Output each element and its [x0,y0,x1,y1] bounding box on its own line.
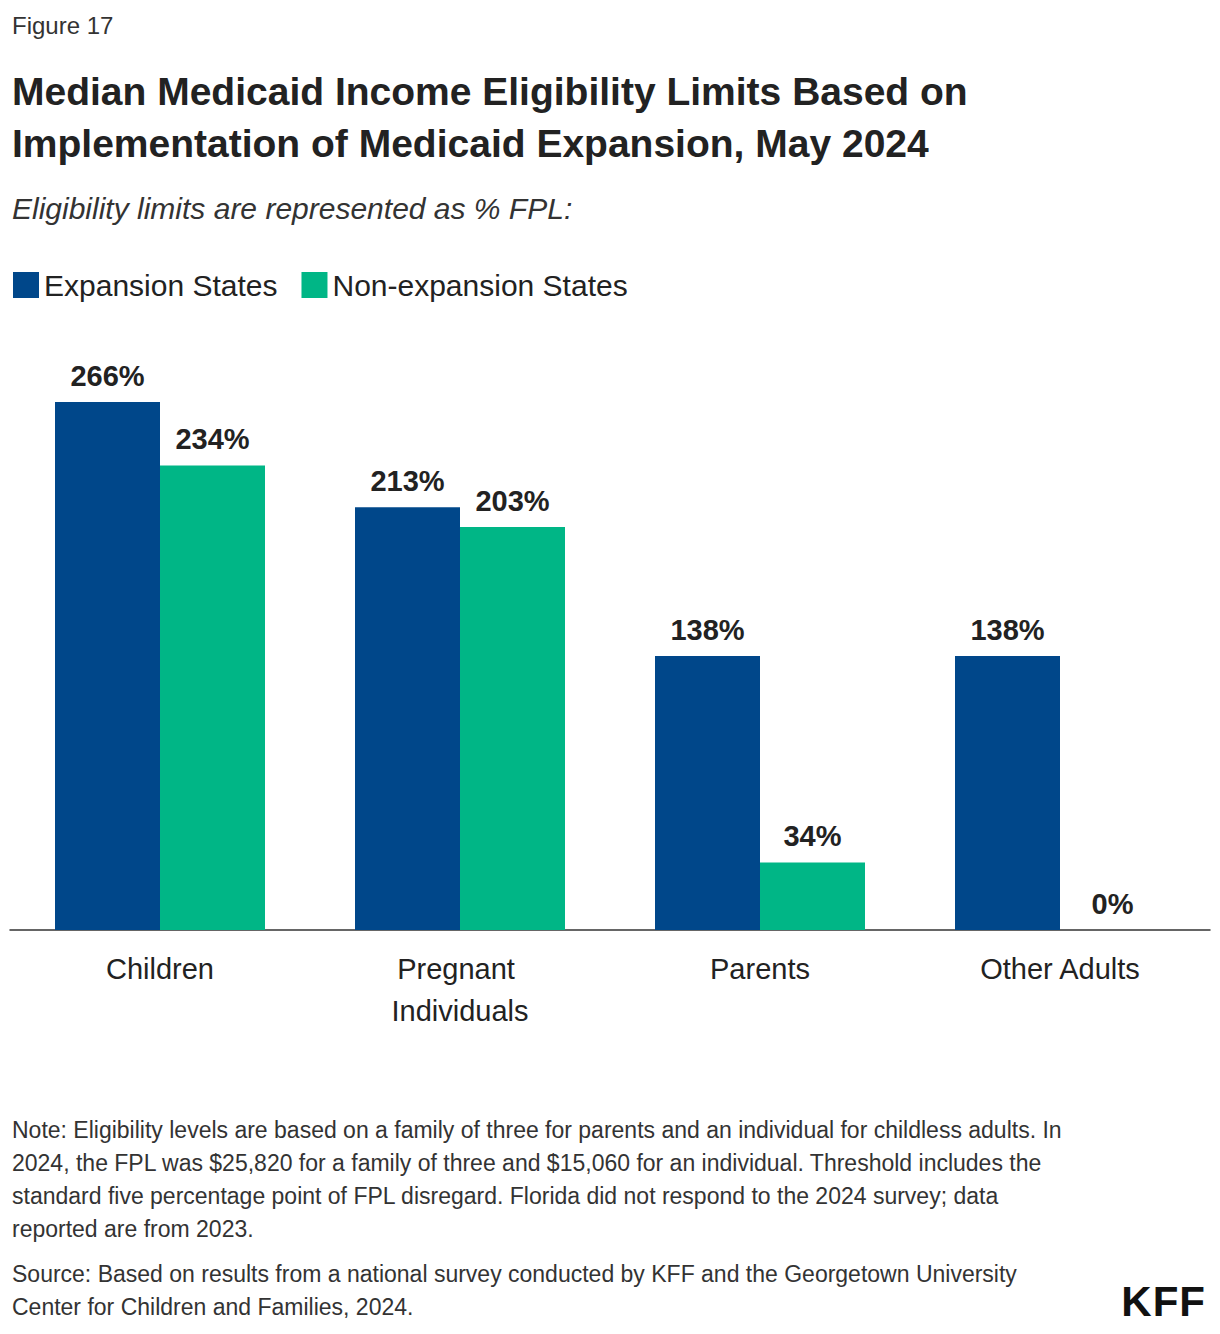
svg-text:Parents: Parents [710,953,810,985]
svg-text:Pregnant: Pregnant [397,953,523,985]
svg-text:Expansion States: Expansion States [44,269,277,302]
svg-text:203%: 203% [475,485,549,517]
svg-text:34%: 34% [783,820,841,852]
html-text:Source: Based on results from: Source: Based on results from a national… [12,1261,1017,1320]
svg-text:213%: 213% [370,465,444,497]
html-text:Eligibility limits are represe: Eligibility limits are represented as % … [12,192,573,225]
svg-text:138%: 138% [670,614,744,646]
svg-text:0%: 0% [1092,888,1134,920]
html-text:Median Medicaid Income Eligibi: Median Medicaid Income Eligibility Limit… [12,70,968,165]
svg-text:234%: 234% [175,423,249,455]
svg-text:138%: 138% [970,614,1044,646]
svg-text:Children: Children [106,953,214,985]
html-text:Note: Eligibility levels are b: Note: Eligibility levels are based on a … [12,1117,1062,1242]
svg-text:266%: 266% [70,360,144,392]
svg-text:Non-expansion States: Non-expansion States [332,269,627,302]
html-text:Figure 17: Figure 17 [12,12,114,39]
html-text:KFF: KFF [1121,1278,1206,1325]
svg-text:Individuals: Individuals [391,995,528,1027]
svg-text:Other Adults: Other Adults [980,953,1140,985]
